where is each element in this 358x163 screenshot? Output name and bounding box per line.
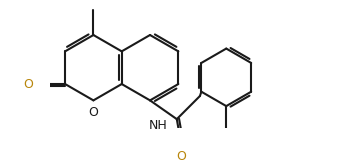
- Text: O: O: [23, 78, 33, 90]
- Text: NH: NH: [149, 119, 167, 132]
- Text: O: O: [88, 106, 98, 119]
- Text: O: O: [177, 150, 187, 163]
